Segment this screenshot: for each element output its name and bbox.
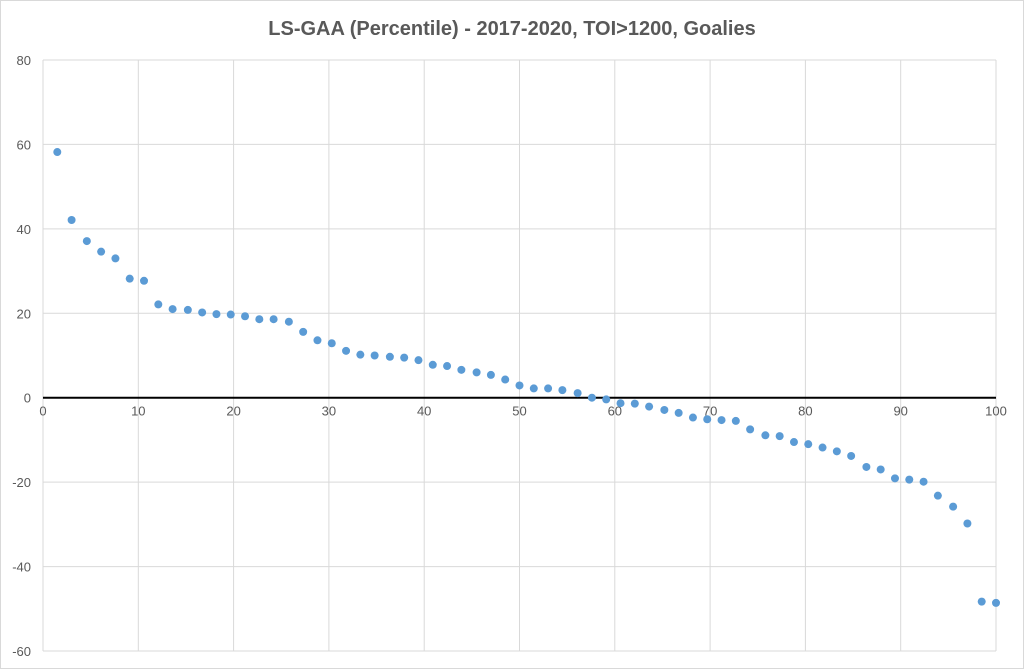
x-tick-label: 60 [608,404,622,419]
x-tick-label: 70 [703,404,717,419]
data-point [111,254,120,263]
data-point [674,408,683,417]
x-tick-label: 20 [226,404,240,419]
data-point [761,431,770,440]
data-point [226,310,235,319]
data-point [400,353,409,362]
data-point [731,416,740,425]
gridlines [42,59,997,652]
data-point [587,393,596,402]
data-point [616,399,625,408]
data-point [428,360,437,369]
data-point [486,370,495,379]
data-point [977,597,986,606]
y-tick-label: -40 [12,560,31,575]
data-point [212,310,221,319]
data-point [140,276,149,285]
data-point [414,356,423,365]
data-point [299,327,308,336]
data-point [775,432,784,441]
data-point [356,350,365,359]
data-point [443,362,452,371]
x-tick-label: 0 [39,404,46,419]
data-point [992,598,1000,607]
x-tick-label: 50 [512,404,526,419]
y-tick-label: 40 [17,222,31,237]
data-point [746,425,755,434]
data-point [558,386,567,395]
data-points [53,148,1000,607]
data-point [544,384,553,393]
y-tick-label: 0 [24,391,31,406]
data-point [818,443,827,452]
data-point [82,237,91,246]
data-point [515,381,524,390]
data-point [241,312,250,321]
data-point [457,365,466,374]
data-point [890,474,899,483]
y-tick-label: 80 [17,53,31,68]
data-point [67,215,76,224]
data-point [284,317,293,326]
data-point [327,339,336,348]
data-point [602,395,611,404]
data-point [645,402,654,411]
data-point [255,315,264,324]
y-tick-label: -60 [12,644,31,659]
x-tick-label: 40 [417,404,431,419]
data-point [168,305,177,314]
data-point [963,519,972,528]
data-point [630,399,639,408]
data-point [472,368,481,377]
data-point [688,413,697,422]
x-tick-label: 100 [985,404,1007,419]
data-point [529,384,538,393]
tick-labels: 0 10 20 30 40 50 60 70 80 90 100 -60 -40 -20 0 20 40 60 80 [12,53,1007,659]
data-point [125,274,134,283]
data-point [154,300,163,309]
data-point [370,351,379,360]
data-point [385,352,394,361]
data-point [183,305,192,314]
data-point [313,336,322,345]
data-point [789,438,798,447]
data-point [847,451,856,460]
data-point [53,148,62,157]
x-tick-label: 30 [322,404,336,419]
data-point [862,462,871,471]
y-tick-label: -20 [12,475,31,490]
data-point [876,465,885,474]
data-point [949,502,958,511]
y-tick-label: 60 [17,137,31,152]
data-point [269,315,278,324]
x-tick-label: 80 [798,404,812,419]
data-point [703,415,712,424]
y-tick-label: 20 [17,306,31,321]
data-point [660,405,669,414]
data-point [905,475,914,484]
data-point [919,477,928,486]
data-point [198,308,207,317]
x-tick-label: 10 [131,404,145,419]
x-tick-label: 90 [893,404,907,419]
chart-title: LS-GAA (Percentile) - 2017-2020, TOI>120… [268,18,755,40]
data-point [501,375,510,384]
data-point [832,447,841,456]
data-point [717,416,726,425]
data-point [342,346,351,355]
data-point [804,440,813,449]
data-point [573,389,582,398]
data-point [933,491,942,500]
data-point [97,247,106,256]
